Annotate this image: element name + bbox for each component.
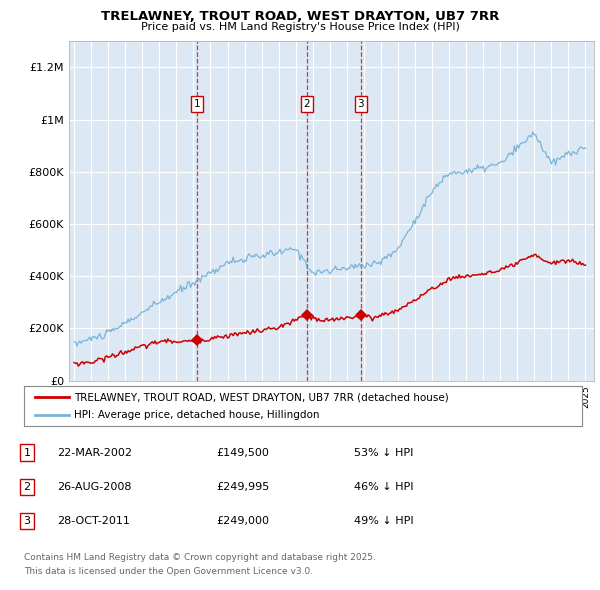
Text: 3: 3 (358, 99, 364, 109)
Text: 2: 2 (304, 99, 310, 109)
Text: 1: 1 (23, 448, 31, 457)
Text: 2: 2 (23, 482, 31, 491)
Text: 53% ↓ HPI: 53% ↓ HPI (354, 448, 413, 457)
Text: 3: 3 (23, 516, 31, 526)
Text: HPI: Average price, detached house, Hillingdon: HPI: Average price, detached house, Hill… (74, 409, 320, 419)
Text: TRELAWNEY, TROUT ROAD, WEST DRAYTON, UB7 7RR: TRELAWNEY, TROUT ROAD, WEST DRAYTON, UB7… (101, 10, 499, 23)
Text: 22-MAR-2002: 22-MAR-2002 (57, 448, 132, 457)
Text: £249,995: £249,995 (216, 482, 269, 491)
Text: 26-AUG-2008: 26-AUG-2008 (57, 482, 131, 491)
Text: 28-OCT-2011: 28-OCT-2011 (57, 516, 130, 526)
Text: £149,500: £149,500 (216, 448, 269, 457)
Text: £249,000: £249,000 (216, 516, 269, 526)
Text: Contains HM Land Registry data © Crown copyright and database right 2025.
This d: Contains HM Land Registry data © Crown c… (24, 553, 376, 576)
Text: 1: 1 (194, 99, 200, 109)
Text: 46% ↓ HPI: 46% ↓ HPI (354, 482, 413, 491)
Text: 49% ↓ HPI: 49% ↓ HPI (354, 516, 413, 526)
Text: Price paid vs. HM Land Registry's House Price Index (HPI): Price paid vs. HM Land Registry's House … (140, 22, 460, 32)
Text: TRELAWNEY, TROUT ROAD, WEST DRAYTON, UB7 7RR (detached house): TRELAWNEY, TROUT ROAD, WEST DRAYTON, UB7… (74, 392, 449, 402)
